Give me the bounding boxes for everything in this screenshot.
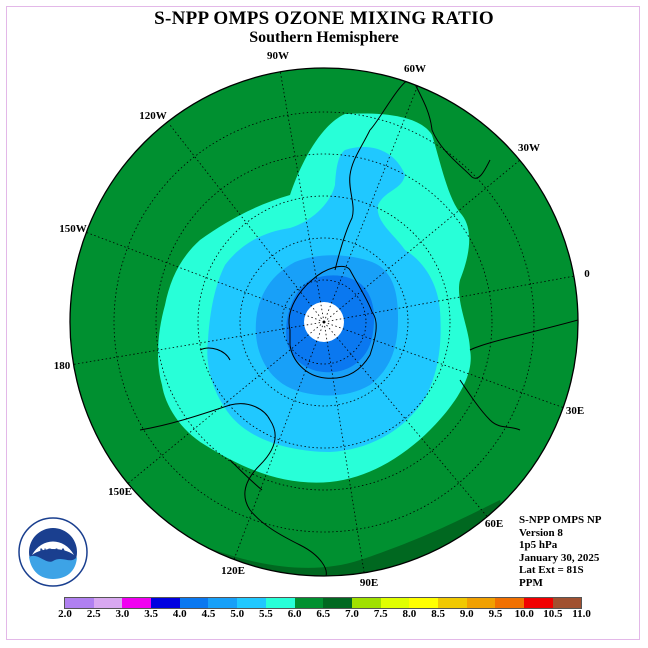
map-boundary	[69, 67, 579, 577]
colorbar-swatch	[524, 598, 553, 608]
lon-label-90e: 90E	[359, 577, 379, 589]
colorbar-swatch	[294, 598, 324, 608]
colorbar-tick-label: 7.0	[345, 608, 359, 620]
colorbar	[64, 597, 583, 609]
info-instrument: S-NPP OMPS NP	[519, 514, 602, 526]
lon-label-30e: 30E	[565, 405, 585, 417]
colorbar-swatch	[409, 598, 438, 608]
colorbar-tick-label: 9.0	[459, 608, 474, 620]
colorbar-swatch	[437, 598, 467, 608]
colorbar-tick-label: 5.5	[259, 608, 273, 620]
colorbar-swatch	[122, 598, 152, 608]
colorbar-swatch	[179, 598, 209, 608]
info-units: PPM	[519, 576, 543, 589]
colorbar-tick-label: 4.0	[172, 608, 187, 620]
colorbar-tick-label: 2.0	[58, 608, 72, 620]
colorbar-swatch	[380, 598, 410, 608]
info-date: January 30, 2025	[519, 551, 600, 564]
lon-label-90w: 90W	[267, 50, 289, 62]
colorbar-swatch	[552, 598, 582, 608]
colorbar-ticks: 2.0 2.5 3.0 3.5 4.0 4.5 5.0 5.5 6.0 6.5 7.0 7.5 8.0 8…	[0, 608, 648, 622]
colorbar-tick-label: 8.0	[402, 608, 417, 620]
lon-label-150e: 150E	[108, 486, 132, 498]
lon-label-120w: 120W	[139, 110, 167, 122]
lon-label-120e: 120E	[221, 565, 245, 577]
latitude-gridlines	[113, 111, 535, 533]
longitude-gridlines	[70, 69, 578, 576]
colorbar-swatch	[495, 598, 524, 608]
lon-label-150w: 150W	[59, 223, 87, 235]
colorbar-tick-label: 2.5	[86, 608, 101, 620]
figure-frame	[6, 6, 640, 640]
colorbar-tick-label: 5.0	[230, 608, 245, 620]
colorbar-swatch	[323, 598, 352, 608]
colorbar-swatch	[93, 598, 123, 608]
lon-label-60w: 60W	[404, 63, 426, 75]
colorbar-tick-label: 9.5	[488, 608, 503, 620]
colorbar-swatch	[351, 598, 381, 608]
info-block: S-NPP OMPS NP Version 8 1p5 hPa January …	[519, 514, 602, 589]
noaa-logo-icon: NOAA	[18, 517, 88, 587]
lon-label-30w: 30W	[518, 142, 540, 154]
map-subtitle: Southern Hemisphere	[249, 29, 399, 46]
info-level: 1p5 hPa	[519, 539, 558, 551]
lon-label-0: 0	[584, 268, 590, 280]
colorbar-swatch	[466, 598, 496, 608]
info-lat-ext: Lat Ext = 81S	[519, 564, 584, 576]
map-title: S-NPP OMPS OZONE MIXING RATIO	[154, 8, 494, 29]
colorbar-tick-label: 6.0	[287, 608, 302, 620]
colorbar-tick-label: 3.0	[115, 608, 130, 620]
colorbar-tick-label: 3.5	[144, 608, 158, 620]
colorbar-tick-label: 10.0	[514, 608, 534, 620]
lon-label-180: 180	[53, 360, 71, 372]
colorbar-swatch	[237, 598, 266, 608]
colorbar-swatch	[65, 598, 94, 608]
colorbar-tick-label: 8.5	[431, 608, 445, 620]
colorbar-swatch	[265, 598, 295, 608]
colorbar-swatch	[208, 598, 238, 608]
colorbar-tick-label: 10.5	[543, 608, 563, 620]
lon-label-60e: 60E	[484, 518, 504, 530]
colorbar-swatch	[151, 598, 180, 608]
colorbar-tick-label: 11.0	[572, 608, 591, 620]
info-version: Version 8	[519, 526, 563, 539]
colorbar-tick-label: 6.5	[316, 608, 331, 620]
colorbar-tick-label: 7.5	[373, 608, 388, 620]
colorbar-tick-label: 4.5	[201, 608, 216, 620]
noaa-logo-text: NOAA	[40, 547, 67, 557]
